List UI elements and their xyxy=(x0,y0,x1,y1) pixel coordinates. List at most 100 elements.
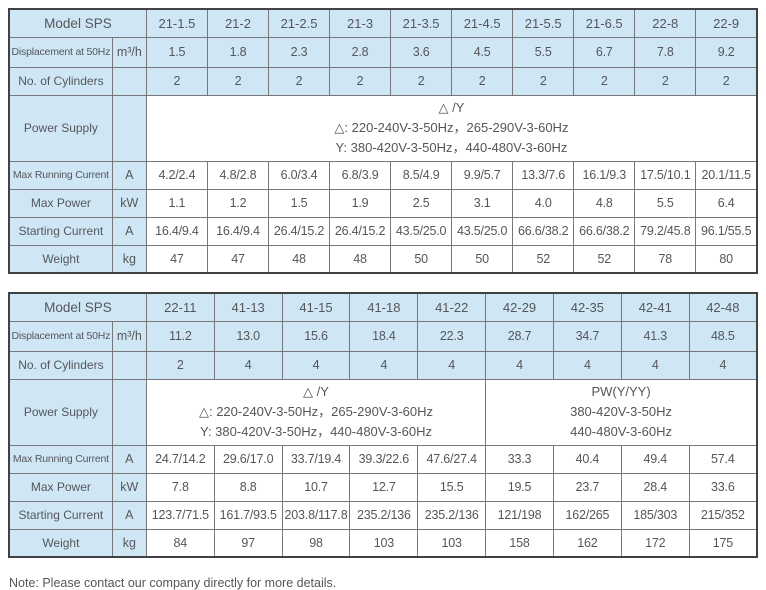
spec-row-unit: m³/h xyxy=(111,320,147,352)
spec-table-1: Model SPS 21-1.5 21-2 21-2.5 21-3 21-3.5 21-4.… xyxy=(8,8,758,274)
spec-value-cell: 47 xyxy=(206,244,269,274)
spec-value-cell: 17.5/10.1 xyxy=(634,160,697,190)
spec-value-cell: 40.4 xyxy=(552,444,622,474)
spec-value-cell: 2 xyxy=(145,350,215,380)
spec-value-cell: 23.7 xyxy=(552,472,622,502)
spec-value-cell: 4 xyxy=(688,350,758,380)
spec-value-cell: 4 xyxy=(281,350,351,380)
spec-value-cell: 48 xyxy=(267,244,331,274)
spec-value-cell: 5.5 xyxy=(512,36,575,68)
spec-value-cell: 123.7/71.5 xyxy=(145,500,215,530)
spec-row-unit xyxy=(111,378,147,446)
spec-value-cell: 4.8 xyxy=(573,188,636,218)
spec-row-unit: m³/h xyxy=(111,36,147,68)
spec-table-2: Model SPS 22-11 41-13 41-15 41-18 41-22 42-29 4… xyxy=(8,292,758,558)
model-column-header: 41-18 xyxy=(349,292,419,322)
spec-value-cell: 3.6 xyxy=(390,36,453,68)
spec-row-unit: A xyxy=(111,500,147,530)
spec-row-unit: A xyxy=(111,160,147,190)
spec-row-label: Power Supply xyxy=(8,94,113,162)
spec-value-cell: 235.2/136 xyxy=(349,500,419,530)
spec-value-cell: 4 xyxy=(213,350,283,380)
spec-value-cell: 2 xyxy=(267,66,331,96)
spec-value-cell: 9.9/5.7 xyxy=(451,160,514,190)
spec-value-cell: 2.5 xyxy=(390,188,453,218)
spec-value-cell: 52 xyxy=(573,244,636,274)
spec-value-cell: 2.8 xyxy=(329,36,392,68)
spec-row-label: Displacement at 50Hz xyxy=(8,320,113,352)
spec-value-cell: 2 xyxy=(145,66,208,96)
spec-value-cell: 172 xyxy=(620,528,690,558)
spec-value-cell: 185/303 xyxy=(620,500,690,530)
power-supply-line: 440-480V-3-60Hz xyxy=(570,424,672,439)
spec-value-cell: 2 xyxy=(695,66,758,96)
spec-value-cell: 9.2 xyxy=(695,36,758,68)
spec-value-cell: 22.3 xyxy=(417,320,487,352)
spec-value-cell: 1.9 xyxy=(329,188,392,218)
spec-value-cell: 4.5 xyxy=(451,36,514,68)
spec-value-cell: 13.3/7.6 xyxy=(512,160,575,190)
spec-value-cell: 12.7 xyxy=(349,472,419,502)
spec-value-cell: 28.4 xyxy=(620,472,690,502)
spec-value-cell: 7.8 xyxy=(634,36,697,68)
spec-value-cell: 2 xyxy=(512,66,575,96)
model-column-header: 42-29 xyxy=(485,292,554,322)
spec-value-cell: 8.8 xyxy=(213,472,283,502)
spec-value-cell: 4 xyxy=(417,350,487,380)
power-supply-cell: PW(Y/YY) 380-420V-3-50Hz 440-480V-3-60Hz xyxy=(485,378,758,446)
spec-value-cell: 41.3 xyxy=(620,320,690,352)
model-column-header: 21-3 xyxy=(329,8,392,38)
spec-row-label: No. of Cylinders xyxy=(8,350,113,380)
power-supply-line: PW(Y/YY) xyxy=(591,384,651,399)
spec-value-cell: 2 xyxy=(634,66,697,96)
spec-value-cell: 215/352 xyxy=(688,500,758,530)
power-supply-line: Y: 380-420V-3-50Hz，440-480V-3-60Hz xyxy=(335,140,568,155)
spec-value-cell: 24.7/14.2 xyxy=(145,444,215,474)
spec-value-cell: 16.4/9.4 xyxy=(145,216,208,246)
spec-value-cell: 121/198 xyxy=(485,500,554,530)
note-text: Note: Please contact our company directl… xyxy=(9,576,337,590)
spec-value-cell: 162 xyxy=(552,528,622,558)
model-column-header: 21-2 xyxy=(206,8,269,38)
spec-value-cell: 18.4 xyxy=(349,320,419,352)
spec-value-cell: 6.4 xyxy=(695,188,758,218)
spec-row-label: Weight xyxy=(8,244,113,274)
spec-value-cell: 48 xyxy=(329,244,392,274)
spec-value-cell: 15.5 xyxy=(417,472,487,502)
spec-value-cell: 66.6/38.2 xyxy=(512,216,575,246)
spec-value-cell: 1.8 xyxy=(206,36,269,68)
spec-value-cell: 33.3 xyxy=(485,444,554,474)
spec-value-cell: 52 xyxy=(512,244,575,274)
spec-value-cell: 26.4/15.2 xyxy=(267,216,331,246)
spec-value-cell: 161.7/93.5 xyxy=(213,500,283,530)
spec-value-cell: 10.7 xyxy=(281,472,351,502)
spec-row-unit xyxy=(111,94,147,162)
spec-row-unit: kg xyxy=(111,528,147,558)
model-column-header: 21-6.5 xyxy=(573,8,636,38)
model-column-header: 21-1.5 xyxy=(145,8,208,38)
spec-value-cell: 7.8 xyxy=(145,472,215,502)
spec-value-cell: 28.7 xyxy=(485,320,554,352)
spec-value-cell: 78 xyxy=(634,244,697,274)
spec-value-cell: 79.2/45.8 xyxy=(634,216,697,246)
spec-value-cell: 6.8/3.9 xyxy=(329,160,392,190)
power-supply-cell: △ /Y △: 220-240V-3-50Hz，265-290V-3-60Hz Y:… xyxy=(145,378,487,446)
spec-value-cell: 16.1/9.3 xyxy=(573,160,636,190)
spec-value-cell: 1.5 xyxy=(267,188,331,218)
power-supply-line: Y: 380-420V-3-50Hz，440-480V-3-60Hz xyxy=(200,424,432,439)
spec-value-cell: 1.1 xyxy=(145,188,208,218)
spec-row-unit: A xyxy=(111,216,147,246)
spec-row-label: Max Running Current xyxy=(8,444,113,474)
spec-value-cell: 4 xyxy=(485,350,554,380)
spec-value-cell: 34.7 xyxy=(552,320,622,352)
spec-value-cell: 39.3/22.6 xyxy=(349,444,419,474)
spec-row-unit: A xyxy=(111,444,147,474)
spec-value-cell: 162/265 xyxy=(552,500,622,530)
spec-value-cell: 20.1/11.5 xyxy=(695,160,758,190)
model-column-header: 21-3.5 xyxy=(390,8,453,38)
spec-value-cell: 103 xyxy=(349,528,419,558)
model-column-header: 21-5.5 xyxy=(512,8,575,38)
spec-row-label: Starting Current xyxy=(8,216,113,246)
spec-value-cell: 50 xyxy=(451,244,514,274)
